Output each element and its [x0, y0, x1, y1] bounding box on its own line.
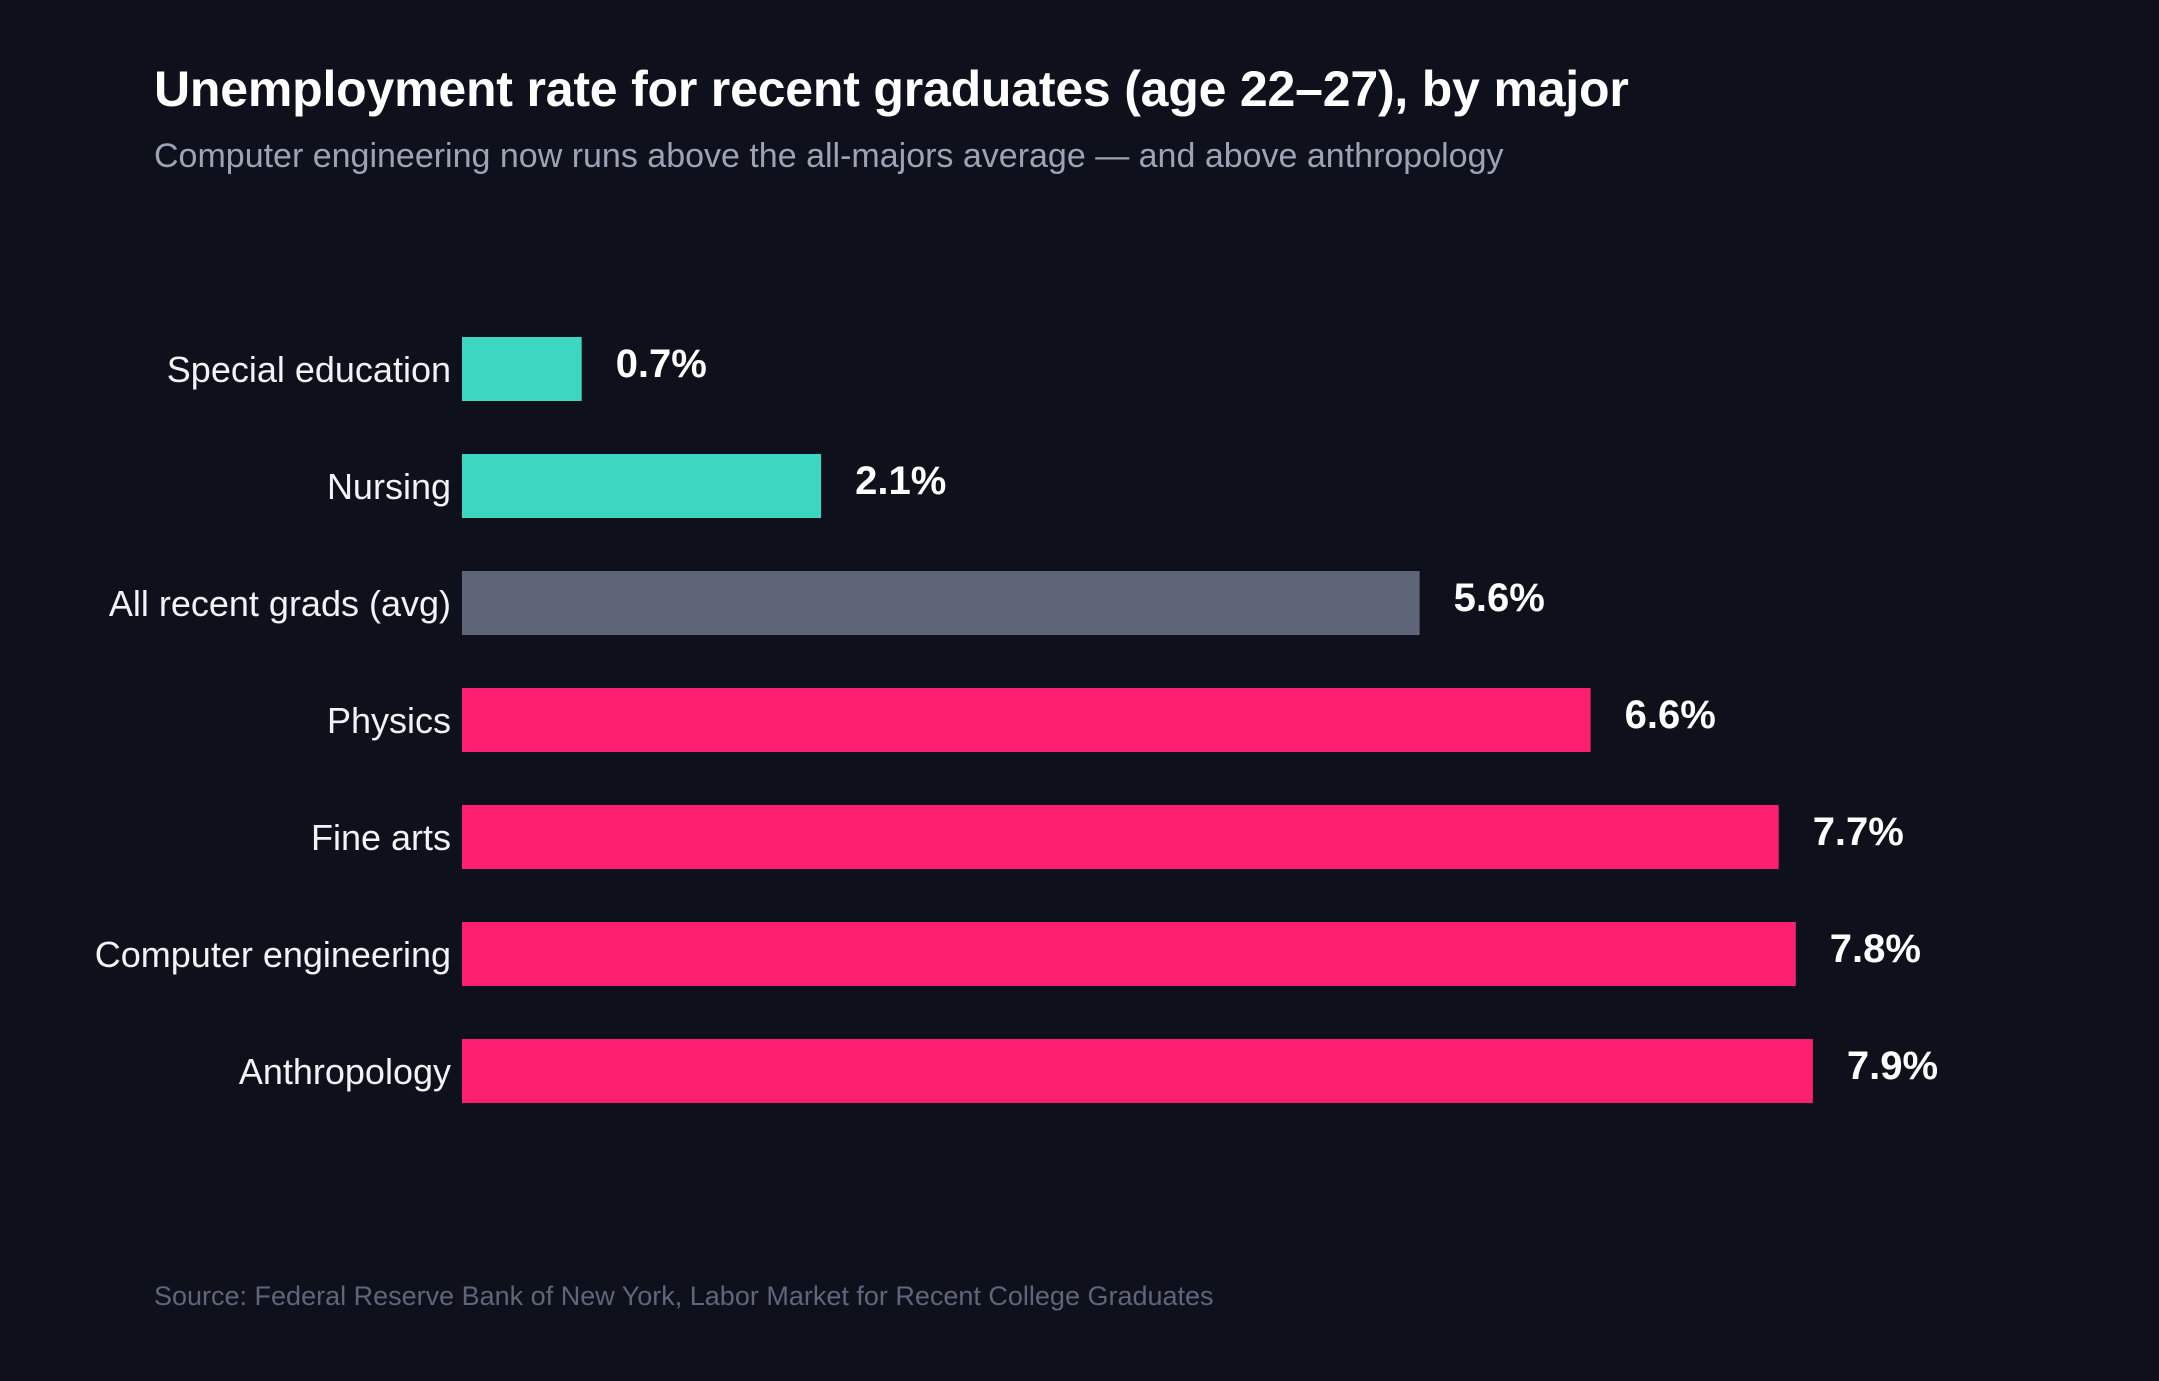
category-label: Computer engineering [95, 934, 451, 975]
bar-row: Anthropology 7.9% [239, 1039, 1938, 1103]
category-label: Fine arts [311, 817, 451, 858]
bar [462, 337, 582, 401]
value-label: 7.7% [1813, 810, 1904, 854]
bar [462, 571, 1420, 635]
value-label: 7.9% [1847, 1044, 1938, 1088]
category-label: Physics [327, 700, 451, 741]
bar-row: Computer engineering 7.8% [95, 922, 1921, 986]
source-note: Source: Federal Reserve Bank of New York… [154, 1281, 1214, 1311]
bar-row: Fine arts 7.7% [311, 805, 1904, 869]
bar [462, 1039, 1813, 1103]
category-label: Anthropology [239, 1051, 451, 1092]
value-label: 0.7% [616, 342, 707, 386]
category-label: All recent grads (avg) [109, 583, 451, 624]
value-label: 6.6% [1625, 693, 1716, 737]
bar-row: Special education 0.7% [167, 337, 707, 401]
chart-title: Unemployment rate for recent graduates (… [154, 61, 1629, 117]
bar [462, 922, 1796, 986]
bar [462, 688, 1591, 752]
value-label: 5.6% [1454, 576, 1545, 620]
bar [462, 805, 1779, 869]
bar [462, 454, 822, 518]
category-label: Nursing [327, 466, 451, 507]
value-label: 2.1% [855, 459, 946, 503]
category-label: Special education [167, 349, 451, 390]
bar-row: All recent grads (avg) 5.6% [109, 571, 1545, 635]
bar-row: Nursing 2.1% [327, 454, 946, 518]
chart-subtitle: Computer engineering now runs above the … [154, 137, 1504, 175]
bar-row: Physics 6.6% [327, 688, 1716, 752]
value-label: 7.8% [1830, 927, 1921, 971]
